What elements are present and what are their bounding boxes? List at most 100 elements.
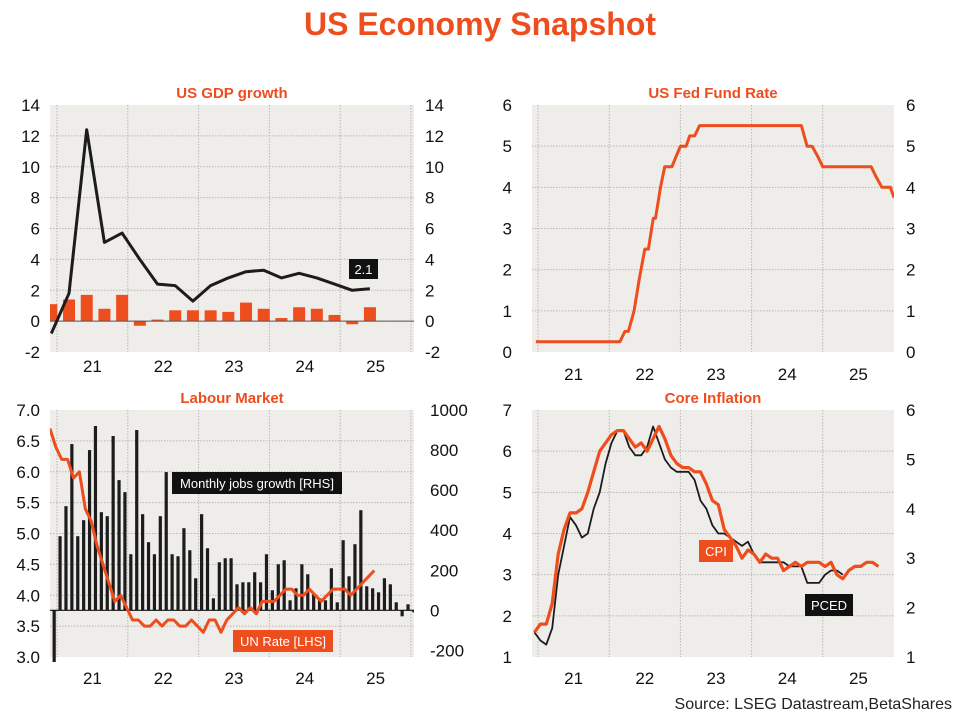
jobs-bar — [359, 510, 363, 611]
legend-box — [699, 540, 733, 562]
annotation-box — [349, 259, 378, 279]
gdp-bar — [275, 318, 288, 322]
jobs-bar — [253, 572, 257, 611]
y-tick-right: 600 — [430, 481, 458, 500]
x-tick-label: 24 — [295, 669, 314, 688]
y-tick-left: 3.5 — [16, 617, 40, 636]
jobs-bar — [64, 506, 68, 611]
jobs-bar — [388, 584, 392, 611]
y-tick-left: 5.5 — [16, 494, 40, 513]
jobs-bar — [158, 516, 162, 611]
x-tick-label: 23 — [707, 365, 726, 384]
y-tick-left: 4.0 — [16, 586, 40, 605]
gdp-bar — [98, 308, 111, 322]
annotation-gdp-latest: 2.1 — [349, 259, 378, 279]
chart-gdp: US GDP growth 14 12 10 8 6 4 2 0 -2 14 12 10 8 6 4 2 0 -2 2… — [21, 85, 444, 376]
jobs-bar — [323, 600, 328, 611]
jobs-bar — [87, 450, 92, 611]
gdp-bar — [222, 311, 235, 322]
jobs-bar — [146, 542, 151, 611]
y-tick-left: 5 — [503, 137, 512, 156]
y-tick-right: 4 — [906, 178, 915, 197]
jobs-bar — [141, 514, 145, 611]
jobs-bar — [400, 610, 404, 617]
gdp-bar — [151, 319, 164, 322]
y-tick-left: 6.5 — [16, 432, 40, 451]
y-tick-right: 8 — [425, 189, 434, 208]
plot-marks — [535, 124, 894, 344]
x-tick-label: 22 — [635, 365, 654, 384]
gdp-bar — [257, 308, 270, 322]
x-tick-label: 22 — [154, 669, 173, 688]
y-tick-right: 400 — [430, 521, 458, 540]
y-tick-left: 5 — [503, 483, 512, 502]
jobs-bar — [371, 588, 375, 611]
jobs-bar — [394, 602, 398, 611]
y-tick-right: 4 — [906, 500, 915, 519]
gdp-bar — [310, 308, 323, 322]
jobs-bar — [188, 550, 192, 611]
y-tick-left: -2 — [25, 343, 40, 362]
y-tick-left: 2 — [503, 607, 512, 626]
gdp-bar — [63, 299, 76, 322]
legend-text: CPI — [705, 544, 727, 559]
x-tick-label: 24 — [778, 669, 797, 688]
y-tick-left: 3 — [503, 220, 512, 239]
jobs-bar — [353, 544, 357, 611]
y-tick-right: 200 — [430, 561, 458, 580]
x-tick-label: 23 — [225, 669, 244, 688]
jobs-bar — [135, 430, 139, 611]
y-tick-right: 12 — [425, 127, 444, 146]
y-tick-left: 4 — [503, 525, 512, 544]
jobs-bar — [164, 472, 168, 611]
jobs-bar — [376, 592, 381, 611]
y-tick-right: 5 — [906, 450, 915, 469]
jobs-bar — [317, 598, 322, 611]
x-tick-label: 21 — [564, 365, 583, 384]
annotation-text: 2.1 — [354, 262, 372, 277]
x-tick-label: 23 — [707, 669, 726, 688]
plot-marks — [50, 426, 414, 662]
y-tick-left: 0 — [31, 312, 40, 331]
y-tick-right: 1 — [906, 648, 915, 667]
jobs-bar — [105, 516, 109, 611]
y-tick-right: 2 — [425, 281, 434, 300]
chart-title: US Fed Fund Rate — [648, 85, 777, 102]
jobs-bar — [93, 426, 98, 611]
jobs-bar — [70, 444, 74, 611]
jobs-bar — [129, 554, 133, 611]
jobs-bar — [52, 610, 56, 662]
jobs-bar — [300, 564, 304, 611]
x-tick-label: 22 — [154, 357, 173, 376]
gdp-bar — [186, 310, 199, 322]
y-tick-right: 6 — [906, 96, 915, 115]
y-tick-left: 10 — [21, 158, 40, 177]
jobs-bar — [312, 594, 316, 611]
jobs-bar — [382, 578, 387, 611]
y-tick-right: 5 — [906, 137, 915, 156]
jobs-bar — [241, 582, 245, 611]
gdp-bar — [346, 321, 359, 325]
jobs-bar — [229, 558, 233, 611]
gdp-bar — [328, 314, 341, 322]
legend-text: PCED — [811, 598, 847, 613]
legend-text: UN Rate [LHS] — [240, 634, 326, 649]
jobs-bar — [58, 536, 62, 611]
unemployment-line — [50, 428, 376, 634]
x-tick-label: 25 — [849, 365, 868, 384]
jobs-bar — [200, 514, 204, 611]
plot-marks — [533, 424, 880, 646]
y-tick-right: 0 — [425, 312, 434, 331]
y-tick-left: 6 — [31, 220, 40, 239]
x-tick-label: 21 — [83, 669, 102, 688]
jobs-bar — [282, 560, 286, 611]
y-tick-left: 6 — [503, 442, 512, 461]
y-tick-right: 2 — [906, 599, 915, 618]
jobs-bar — [111, 436, 115, 611]
jobs-bar — [205, 548, 210, 611]
jobs-bar — [117, 480, 121, 611]
x-tick-label: 21 — [83, 357, 102, 376]
x-tick-label: 23 — [225, 357, 244, 376]
